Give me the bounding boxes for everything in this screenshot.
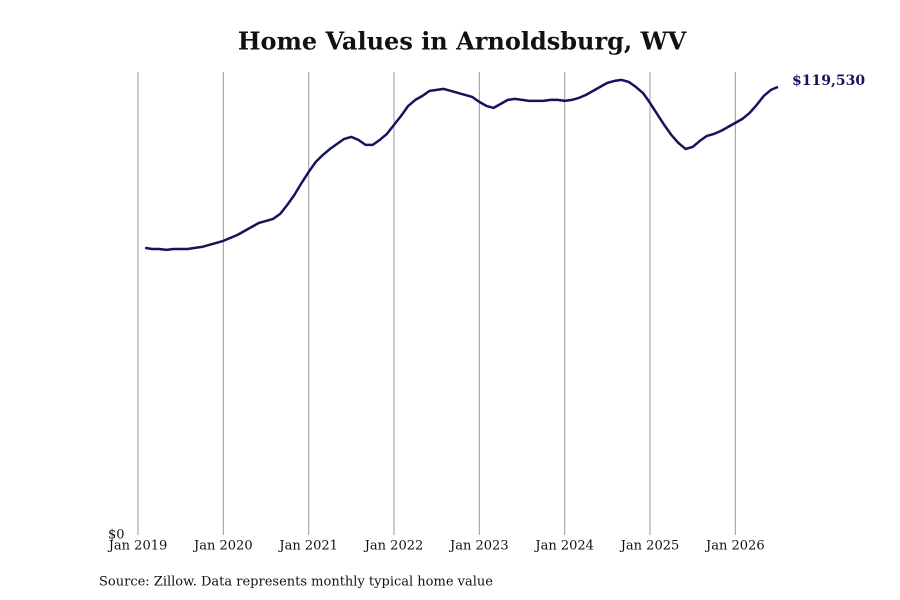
x-tick-label: Jan 2026 — [704, 539, 765, 554]
x-tick-label: Jan 2020 — [192, 539, 253, 554]
x-tick-label: Jan 2023 — [448, 539, 509, 554]
source-note: Source: Zillow. Data represents monthly … — [99, 575, 493, 590]
x-tick-label: Jan 2019 — [107, 539, 168, 554]
end-value-label: $119,530 — [792, 73, 865, 89]
x-tick-label: Jan 2025 — [619, 539, 680, 554]
x-tick-label: Jan 2022 — [363, 539, 424, 554]
x-tick-label: Jan 2021 — [277, 539, 338, 554]
chart-title: Home Values in Arnoldsburg, WV — [238, 27, 687, 56]
y-tick-label: $0 — [108, 528, 125, 543]
line — [144, 78, 779, 252]
x-tick-label: Jan 2024 — [533, 539, 594, 554]
